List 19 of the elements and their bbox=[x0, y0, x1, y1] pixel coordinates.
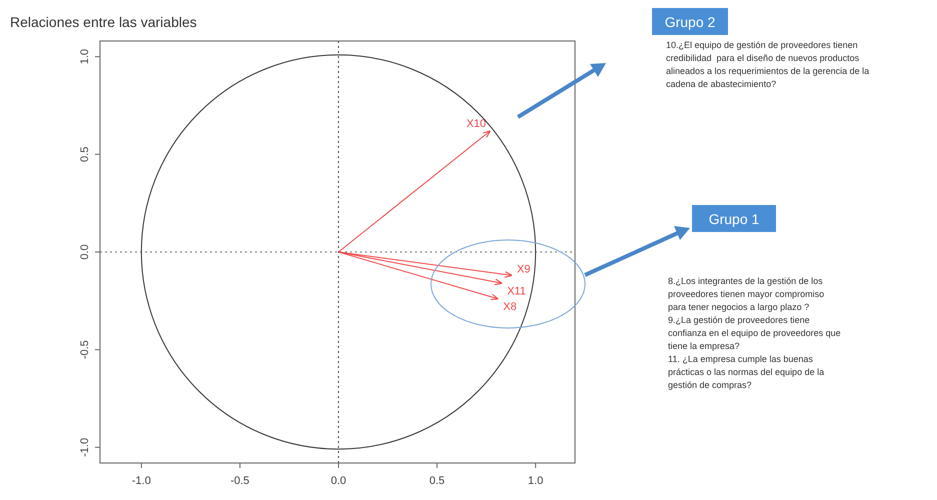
x-tick-label: 0.5 bbox=[429, 475, 445, 487]
series-label: X8 bbox=[503, 300, 517, 313]
series-label: X10 bbox=[466, 118, 486, 130]
x-tick-label: 0.0 bbox=[330, 475, 346, 487]
y-tick-label: -1.0 bbox=[79, 438, 91, 457]
y-tick-label: 0.0 bbox=[79, 244, 91, 260]
series-label: X9 bbox=[516, 263, 530, 276]
x-tick-label: 1.0 bbox=[528, 475, 544, 487]
x-tick-label: -0.5 bbox=[230, 475, 250, 487]
chart-title: Relaciones entre las variables bbox=[10, 14, 197, 30]
x-tick-label: -1.0 bbox=[132, 475, 151, 487]
y-tick-label: 0.5 bbox=[79, 146, 91, 162]
y-tick-label: -0.5 bbox=[79, 340, 91, 360]
y-tick-label: 1.0 bbox=[79, 48, 91, 64]
text: Grupo 1 bbox=[708, 211, 760, 227]
series-label: X11 bbox=[507, 285, 526, 298]
text: 8.¿Los integrantes de la gestión de los proveedores tienen mayor compromiso para tener negocios a largo plazo ? 9.¿La gestión de proveedores tiene confianza en el equipo de proveedores que tiene la empresa? 11. ¿La empresa cumple las buenas prácticas o las normas del equipo de la gestión de compras? bbox=[668, 276, 841, 390]
text: Grupo 2 bbox=[664, 14, 716, 30]
text: 10.¿El equipo de gestión de proveedores tienen credibilidad para el diseño de nuevos productos alineados a los requerimientos de la gerencia de la cadena de abastecimiento? bbox=[666, 40, 870, 89]
